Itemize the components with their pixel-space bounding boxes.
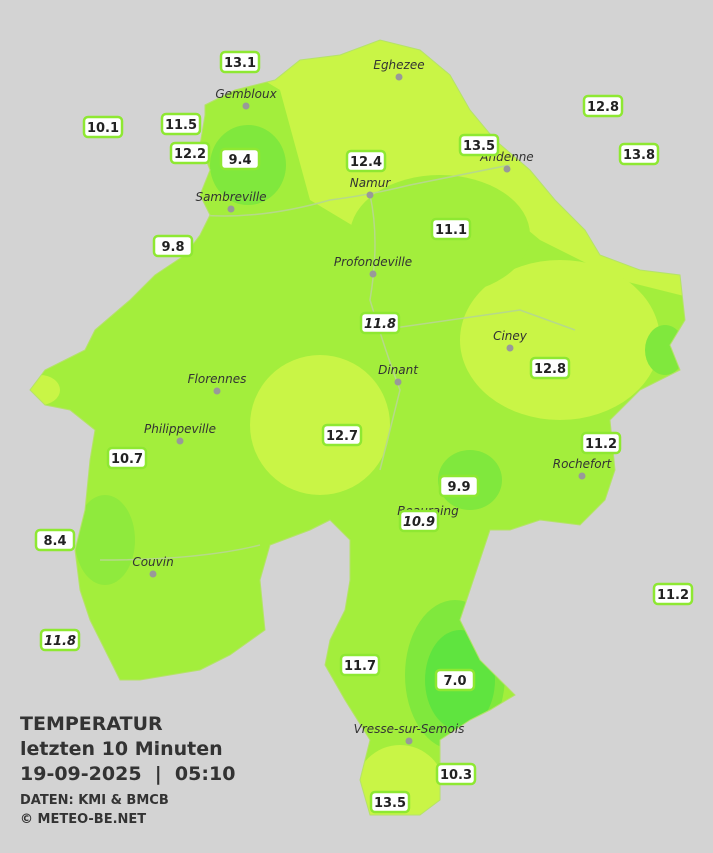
station-box bbox=[582, 94, 624, 118]
station-box bbox=[219, 50, 261, 74]
station-box bbox=[359, 311, 401, 335]
station-box bbox=[529, 356, 571, 380]
station-value: 13.5 bbox=[463, 139, 495, 154]
city-label: Florennes bbox=[188, 372, 247, 386]
station-box bbox=[398, 509, 440, 533]
station-box bbox=[39, 628, 81, 652]
station-box bbox=[434, 668, 476, 692]
station-value: 10.3 bbox=[440, 768, 472, 783]
city-dot bbox=[503, 165, 511, 173]
source: DATEN: KMI & BMCB bbox=[20, 793, 169, 808]
city-dot bbox=[394, 378, 402, 386]
station-value: 11.7 bbox=[344, 659, 376, 674]
city-label: Rochefort bbox=[553, 457, 613, 471]
station-value: 11.1 bbox=[435, 223, 467, 238]
city-dot bbox=[405, 737, 413, 745]
city-dot bbox=[578, 472, 586, 480]
city-dot bbox=[369, 270, 377, 278]
timestamp: 19-09-2025 | 05:10 bbox=[20, 763, 235, 785]
station-value: 12.8 bbox=[534, 362, 566, 377]
station-value: 11.2 bbox=[657, 588, 689, 603]
city-label: Namur bbox=[350, 176, 392, 190]
city-dot bbox=[366, 191, 374, 199]
station-box bbox=[435, 762, 477, 786]
title: TEMPERATUR bbox=[20, 713, 163, 735]
station-value: 10.7 bbox=[111, 452, 143, 467]
city-dot bbox=[227, 205, 235, 213]
station-box bbox=[438, 474, 480, 498]
city-label: Ciney bbox=[493, 329, 528, 343]
copyright: © METEO-BE.NET bbox=[20, 812, 146, 827]
station-box bbox=[82, 115, 124, 139]
station-box bbox=[652, 582, 694, 606]
station-value: 7.0 bbox=[443, 674, 466, 689]
city-label: Eghezee bbox=[373, 58, 424, 72]
city-label: Couvin bbox=[132, 555, 173, 569]
station-value: 11.2 bbox=[585, 437, 617, 452]
station-value: 9.4 bbox=[228, 153, 251, 168]
station-box bbox=[160, 112, 202, 136]
station-box bbox=[321, 423, 363, 447]
city-label: Profondeville bbox=[334, 255, 412, 269]
station-box bbox=[430, 217, 472, 241]
station-value: 10.9 bbox=[403, 515, 435, 530]
station-value: 13.5 bbox=[374, 796, 406, 811]
station-box bbox=[106, 446, 148, 470]
city-dot bbox=[176, 437, 184, 445]
station-value: 12.7 bbox=[326, 429, 358, 444]
city-dot bbox=[506, 344, 514, 352]
station-value: 12.8 bbox=[587, 100, 619, 115]
station-box bbox=[169, 141, 211, 165]
period: letzten 10 Minuten bbox=[20, 738, 223, 760]
city-label: Sambreville bbox=[195, 190, 266, 204]
station-box bbox=[345, 149, 387, 173]
station-box bbox=[369, 790, 411, 814]
station-value: 10.1 bbox=[87, 121, 119, 136]
station-box bbox=[339, 653, 381, 677]
city-label: Gembloux bbox=[215, 87, 277, 101]
station-value: 9.9 bbox=[447, 480, 470, 495]
station-value: 12.4 bbox=[350, 155, 382, 170]
station-box bbox=[219, 147, 261, 171]
city-dot bbox=[213, 387, 221, 395]
station-box bbox=[618, 142, 660, 166]
station-value: 12.2 bbox=[174, 147, 206, 162]
station-value: 13.8 bbox=[623, 148, 655, 163]
station-value: 8.4 bbox=[43, 534, 66, 549]
station-box bbox=[34, 528, 76, 552]
station-box bbox=[152, 234, 194, 258]
station-value: 11.5 bbox=[165, 118, 197, 133]
station-value: 9.8 bbox=[161, 240, 184, 255]
station-value: 11.8 bbox=[364, 317, 396, 332]
city-label: Philippeville bbox=[144, 422, 216, 436]
stations: 13.1 10.1 11.5 12.2 9.4 12.4 13.5 12.8 13.8 9.8 11… bbox=[34, 50, 694, 814]
city-dot bbox=[149, 570, 157, 578]
city-label: Vresse-sur-Semois bbox=[354, 722, 465, 736]
station-box bbox=[458, 133, 500, 157]
station-value: 11.8 bbox=[44, 634, 76, 649]
station-value: 13.1 bbox=[224, 56, 256, 71]
city-dot bbox=[242, 102, 250, 110]
station-box bbox=[580, 431, 622, 455]
city-label: Dinant bbox=[378, 363, 419, 377]
city-dot bbox=[395, 73, 403, 81]
